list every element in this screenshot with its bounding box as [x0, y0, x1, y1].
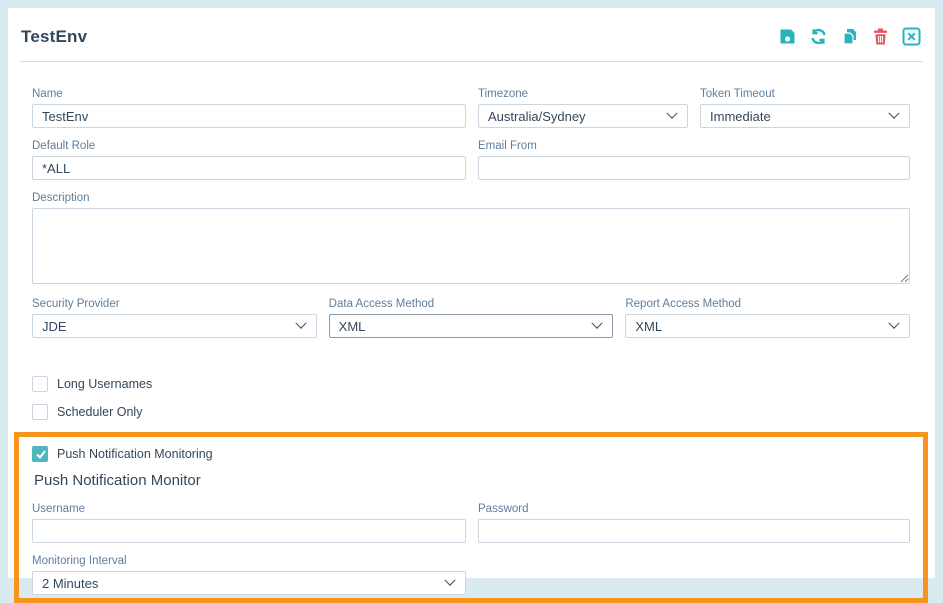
- checkbox-block: Long Usernames Scheduler Only Push Notif…: [14, 376, 928, 603]
- data-access-method-label: Data Access Method: [328, 298, 435, 310]
- timezone-field-group: Timezone Australia/Sydney: [478, 88, 688, 128]
- push-notification-highlight-box: Push Notification Monitoring Push Notifi…: [14, 432, 928, 603]
- header-divider: [20, 61, 923, 62]
- report-access-method-field-group: Report Access Method XML: [625, 298, 911, 338]
- data-access-method-value: XML: [338, 318, 366, 334]
- scheduler-only-label: Scheduler Only: [57, 405, 143, 419]
- token-timeout-value: Immediate: [710, 108, 771, 124]
- default-role-label: Default Role: [32, 140, 96, 152]
- password-field-group: Password: [478, 503, 910, 543]
- chevron-down-icon: [591, 317, 604, 329]
- scheduler-only-checkbox-row[interactable]: Scheduler Only: [32, 404, 910, 420]
- description-textarea[interactable]: [32, 208, 910, 284]
- username-field-group: Username: [32, 503, 466, 543]
- chevron-down-icon: [666, 107, 678, 119]
- monitoring-interval-value: 2 Minutes: [42, 575, 99, 591]
- form-area: Name Timezone Australia/Sydney Token Tim…: [8, 62, 935, 603]
- username-label: Username: [32, 503, 86, 515]
- token-timeout-field-group: Token Timeout Immediate: [700, 88, 910, 128]
- copy-button[interactable]: [839, 26, 860, 47]
- save-button[interactable]: [777, 26, 798, 47]
- push-notification-monitor-heading: Push Notification Monitor: [34, 472, 201, 489]
- header-actions: [777, 26, 922, 47]
- long-usernames-checkbox-row[interactable]: Long Usernames: [32, 376, 910, 392]
- form-row-1: Name Timezone Australia/Sydney Token Tim…: [32, 88, 910, 128]
- push-notification-monitoring-label: Push Notification Monitoring: [57, 447, 213, 461]
- chevron-down-icon: [888, 317, 900, 329]
- data-access-method-field-group: Data Access Method XML: [328, 298, 614, 338]
- form-row-description: Description: [32, 192, 910, 284]
- timezone-value: Australia/Sydney: [488, 108, 586, 124]
- name-field-group: Name: [32, 88, 466, 128]
- refresh-button[interactable]: [808, 26, 829, 47]
- email-from-label: Email From: [478, 140, 537, 152]
- page-title: TestEnv: [21, 26, 88, 46]
- timezone-select[interactable]: Australia/Sydney: [478, 104, 688, 128]
- token-timeout-select[interactable]: Immediate: [700, 104, 910, 128]
- username-input[interactable]: [32, 519, 466, 543]
- monitoring-interval-field-group: Monitoring Interval 2 Minutes: [32, 555, 466, 595]
- long-usernames-label: Long Usernames: [57, 377, 153, 391]
- name-input[interactable]: [32, 104, 466, 128]
- description-field-group: Description: [32, 192, 910, 284]
- push-monitor-row-2: Monitoring Interval 2 Minutes: [32, 555, 910, 595]
- push-notification-monitoring-checkbox-row[interactable]: Push Notification Monitoring: [32, 446, 910, 462]
- password-input[interactable]: [478, 519, 910, 543]
- trash-icon: [871, 27, 890, 46]
- default-role-field-group: Default Role: [32, 140, 466, 180]
- push-monitor-row-1: Username Password: [32, 503, 910, 543]
- push-notification-monitoring-checkbox[interactable]: [32, 446, 48, 462]
- security-provider-select[interactable]: JDE: [32, 314, 317, 338]
- chevron-down-icon: [295, 317, 307, 329]
- report-access-method-value: XML: [635, 318, 663, 334]
- default-role-input[interactable]: [32, 156, 466, 180]
- chevron-down-icon: [888, 107, 900, 119]
- save-icon: [778, 27, 797, 46]
- form-row-2: Default Role Email From: [32, 140, 910, 180]
- report-access-method-label: Report Access Method: [625, 298, 742, 310]
- environment-settings-panel: TestEnv: [8, 8, 935, 603]
- monitoring-interval-label: Monitoring Interval: [32, 555, 127, 567]
- scheduler-only-checkbox[interactable]: [32, 404, 48, 420]
- form-row-access: Security Provider JDE Data Access Method…: [32, 298, 911, 338]
- report-access-method-select[interactable]: XML: [625, 314, 911, 338]
- security-provider-label: Security Provider: [32, 298, 120, 310]
- token-timeout-label: Token Timeout: [700, 88, 775, 100]
- email-from-input[interactable]: [478, 156, 910, 180]
- email-from-field-group: Email From: [478, 140, 910, 180]
- security-provider-field-group: Security Provider JDE: [32, 298, 317, 338]
- close-button[interactable]: [901, 26, 922, 47]
- security-provider-value: JDE: [42, 318, 67, 334]
- password-label: Password: [478, 503, 529, 515]
- description-label: Description: [32, 192, 90, 204]
- close-icon: [902, 27, 921, 46]
- timezone-label: Timezone: [478, 88, 529, 100]
- data-access-method-select[interactable]: XML: [328, 314, 614, 338]
- chevron-down-icon: [444, 574, 456, 586]
- long-usernames-checkbox[interactable]: [32, 376, 48, 392]
- copy-icon: [840, 27, 859, 46]
- refresh-icon: [809, 27, 828, 46]
- panel-header: TestEnv: [8, 8, 935, 61]
- monitoring-interval-select[interactable]: 2 Minutes: [32, 571, 466, 595]
- delete-button[interactable]: [870, 26, 891, 47]
- name-label: Name: [32, 88, 63, 100]
